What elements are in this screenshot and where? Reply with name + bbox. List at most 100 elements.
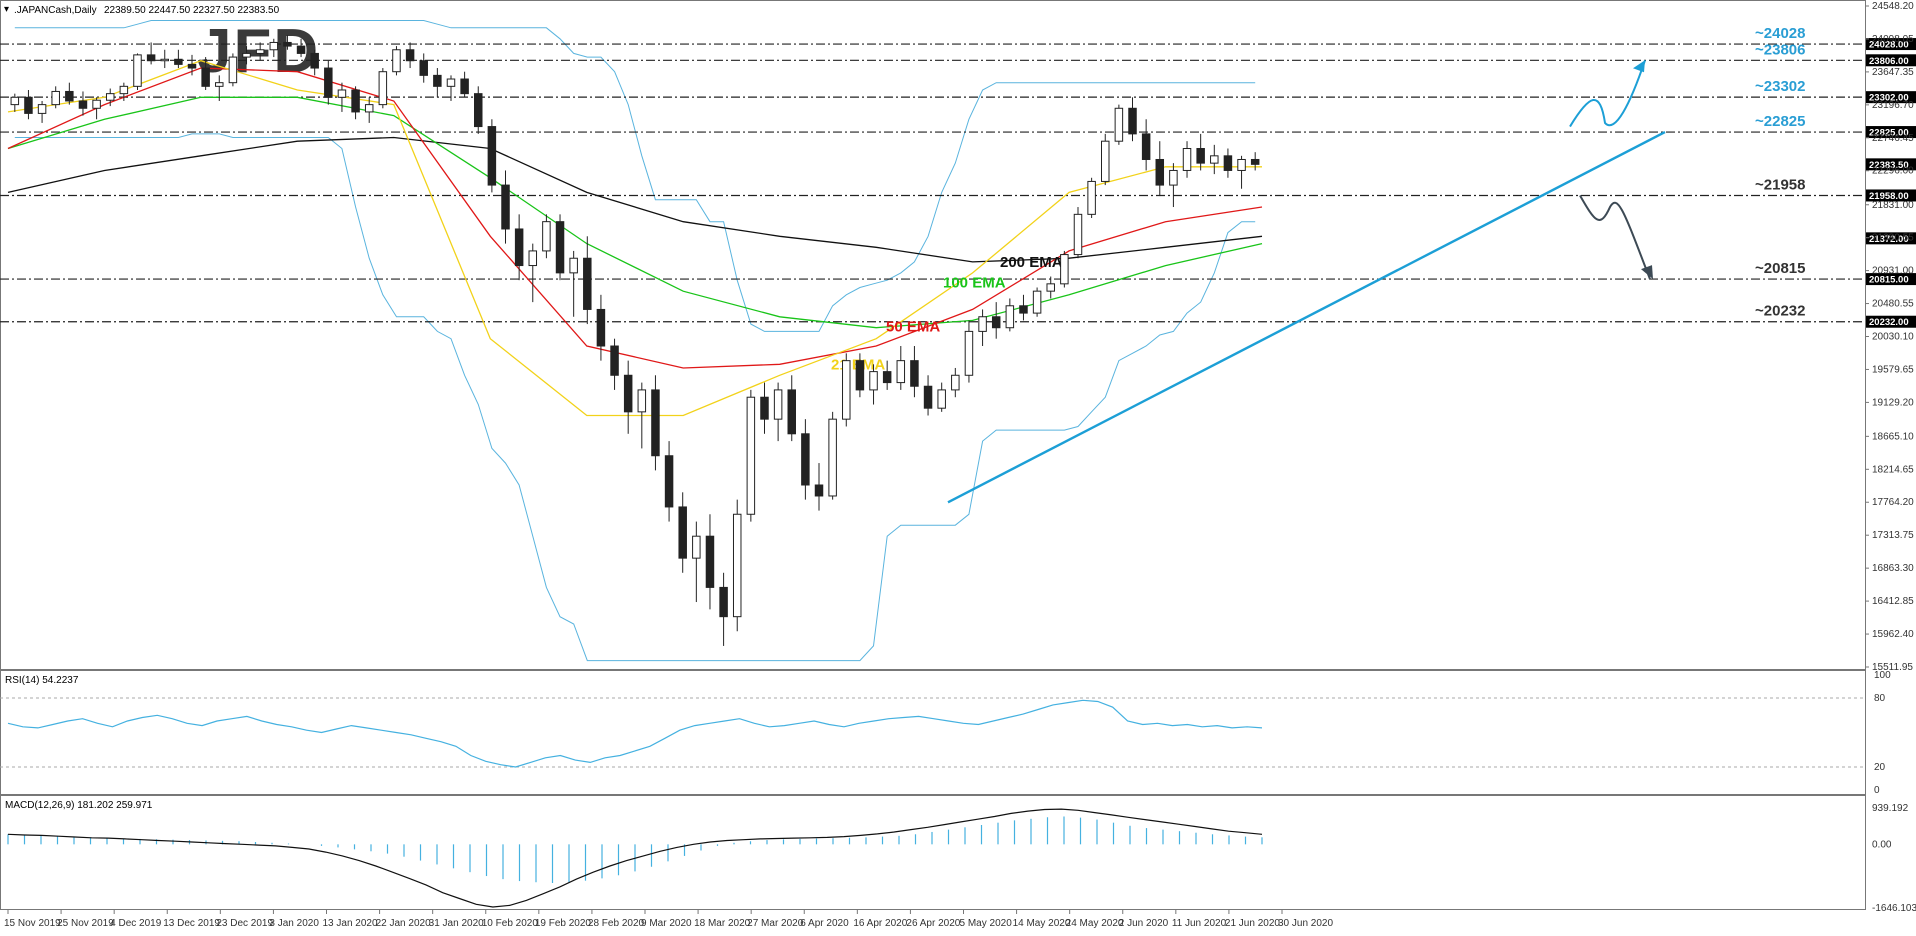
candle-body [1114,107,1124,142]
ema-line [7,136,1263,263]
candle-body [24,96,33,114]
macd-tick-label: 939.192 [1872,803,1909,814]
candle-body [1046,283,1055,292]
candle-body [255,49,265,54]
macd-title: MACD(12,26,9) 181.202 259.971 [5,800,153,811]
candle-body [1196,148,1205,164]
ema-label: 50 EMA [886,318,940,335]
level-label: ~21958 [1755,176,1805,193]
candle-body [1141,133,1151,160]
candle-body [842,360,851,420]
price-tick-label: 19129.20 [1872,397,1914,408]
candle-body [269,41,279,51]
candle-body [215,82,224,87]
time-tick-label: 14 May 2020 [1013,918,1071,929]
candle-body [991,316,1001,329]
time-tick-label: 6 Apr 2020 [800,918,849,929]
candle-body [828,418,837,497]
ema-label: 100 EMA [943,274,1006,291]
macd-panel-frame [0,795,1866,910]
candle-body [474,93,483,128]
candle-body [1073,213,1083,256]
macd-series: 939.192 0.00 -1646.103 [7,803,1916,914]
candle-body [187,63,197,69]
overlay-drawings [947,59,1666,504]
candle-body [705,535,715,588]
price-tick-label: 18665.10 [1872,431,1914,442]
candle-body [719,586,728,618]
price-tick-label: 23647.35 [1872,67,1914,78]
price-tick-label: 24098.05 [1872,34,1914,45]
price-tag-label: 21372.00 [1869,234,1909,245]
time-tick-label: 15 Nov 2019 [4,918,61,929]
level-lines: ~24028~23806 ~23302 ~22825 ~21958 ~20815 ~202… [0,25,1916,328]
rsi-line [7,699,1263,768]
time-tick-label: 31 Jan 2020 [429,918,484,929]
candle-body [201,67,210,87]
price-tag-label: 24028.00 [1869,40,1909,51]
candle-body [92,99,101,109]
candle-body [1182,148,1192,171]
price-tick-label: 16863.30 [1872,563,1914,574]
candle-body [610,345,619,376]
time-tick-label: 10 Feb 2020 [482,918,539,929]
time-tick-label: 9 Mar 2020 [641,918,692,929]
time-tick-label: 30 Jun 2020 [1278,918,1333,929]
candle-body [364,104,374,113]
time-tick-label: 21 Jun 2020 [1225,918,1280,929]
candle-body [678,506,687,559]
ema-line [7,67,1263,369]
price-tick-label: 20931.00 [1872,266,1914,277]
time-tick-label: 27 Mar 2020 [747,918,804,929]
bullish-scenario-arrow [1569,59,1646,128]
candle-body [65,90,74,102]
candle-body [896,360,906,384]
price-tag-box [1866,91,1916,104]
support-trendline [947,130,1666,504]
candle-body [446,78,456,87]
candle-body [160,58,169,62]
level-label: ~24028 [1755,25,1805,42]
candle-body [978,316,987,332]
candle-body [1032,290,1042,314]
ema-line [7,96,1263,329]
candle-body [514,228,524,267]
candle-body [378,71,388,106]
price-axis: 24548.20 24098.05 23647.35 23196.70 22746.45… [1865,1,1914,673]
candle-body [337,89,347,98]
candle-body [623,374,633,413]
candle-body [51,90,60,106]
chart-caret-icon[interactable]: ▾ [4,4,9,15]
candle-body [951,374,960,391]
price-tick-label: 21831.00 [1872,200,1914,211]
price-tag-box [1866,54,1916,67]
time-tick-label: 13 Jan 2020 [323,918,378,929]
candle-body [1060,254,1069,285]
time-tick-label: 13 Dec 2019 [163,918,220,929]
price-tag-box [1866,232,1916,245]
rsi-tick-label: 20 [1874,762,1886,773]
rsi-title: RSI(14) 54.2237 [5,675,79,686]
candle-body [351,89,360,113]
candle-body [146,54,156,62]
price-tick-label: 15962.40 [1872,629,1914,640]
price-tick-label: 23196.70 [1872,100,1914,111]
candle-body [10,96,20,106]
price-tick-label: 20480.55 [1872,299,1914,310]
bollinger-bands [14,20,1256,662]
candle-body [78,100,88,109]
rsi-tick-label: 80 [1874,693,1886,704]
level-label: ~20232 [1755,303,1805,320]
candle-body [569,257,578,274]
bollinger-upper [14,20,1256,332]
candle-body [1223,155,1233,171]
bollinger-lower [14,133,1256,662]
bearish-arrowhead [1641,265,1653,280]
time-tick-label: 24 May 2020 [1066,918,1124,929]
candle-body [1005,305,1015,329]
price-tick-label: 15511.95 [1872,662,1913,673]
price-tag-label: 22825.00 [1869,128,1909,139]
